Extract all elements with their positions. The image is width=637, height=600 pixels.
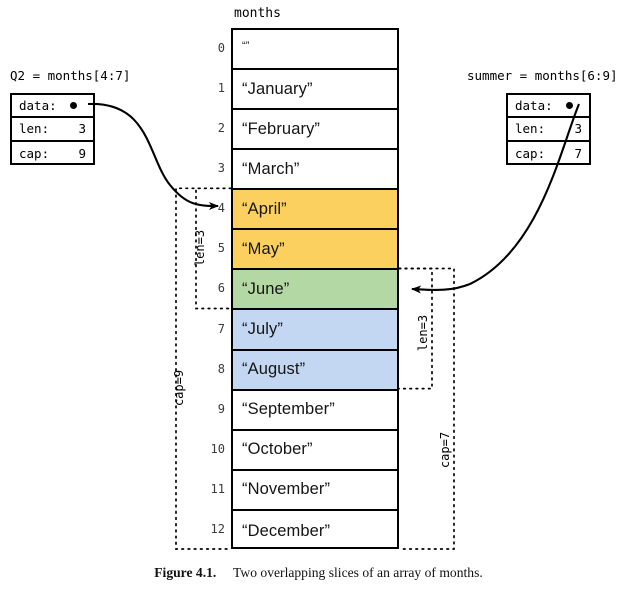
array-index-11: 11 xyxy=(210,481,225,496)
array-index-6: 6 xyxy=(217,281,225,296)
field-key: cap: xyxy=(19,145,50,161)
array-cell-1: “January” xyxy=(233,70,397,111)
array-cell-value: “December” xyxy=(242,521,331,540)
array-cell-value: “September” xyxy=(242,400,335,419)
field-key: cap: xyxy=(515,145,546,161)
summer-len-bracket-label: len=3 xyxy=(416,314,430,352)
array-cell-10: “October” xyxy=(233,431,397,471)
array-index-10: 10 xyxy=(210,441,225,456)
q2-cap-bracket-label: cap=9 xyxy=(172,369,186,407)
q2-struct-box: data: len: 3 cap: 9 xyxy=(10,93,95,165)
summer-field-len: len: 3 xyxy=(508,118,589,142)
figure-caption-text: Two overlapping slices of an array of mo… xyxy=(233,565,483,580)
array-cell-value: “February” xyxy=(242,119,321,138)
field-key: data: xyxy=(515,98,553,114)
array-cell-value: “March” xyxy=(242,159,300,178)
summer-cap-bracket-label: cap=7 xyxy=(438,431,452,469)
array-cell-11: “November” xyxy=(233,471,397,511)
array-index-8: 8 xyxy=(217,361,225,376)
summer-field-data: data: xyxy=(508,95,589,119)
array-index-7: 7 xyxy=(217,321,225,336)
array-index-column: 0 1 2 3 4 5 6 7 8 9 10 11 12 xyxy=(185,28,225,549)
summer-field-cap: cap: 7 xyxy=(508,142,589,165)
figure-caption: Figure 4.1. Two overlapping slices of an… xyxy=(0,565,637,581)
array-cell-value: “” xyxy=(242,39,250,52)
array-cell-value: “August” xyxy=(242,360,306,379)
array-cell-value: “May” xyxy=(242,240,285,259)
q2-field-cap: cap: 9 xyxy=(12,142,93,165)
q2-pointer-dot-icon xyxy=(70,102,77,110)
array-cell-value: “October” xyxy=(242,440,313,459)
array-index-4: 4 xyxy=(217,201,225,216)
array-index-0: 0 xyxy=(217,41,225,56)
field-key: len: xyxy=(19,121,50,137)
array-cell-value: “June” xyxy=(242,280,290,299)
array-index-1: 1 xyxy=(217,81,225,96)
q2-struct-title: Q2 = months[4:7] xyxy=(10,68,131,83)
array-index-9: 9 xyxy=(217,401,225,416)
field-value: 3 xyxy=(78,121,86,137)
array-cell-5: “May” xyxy=(233,230,397,271)
array-cell-value: “July” xyxy=(242,320,283,339)
summer-struct-title: summer = months[6:9] xyxy=(467,68,618,83)
summer-pointer-dot-icon xyxy=(566,102,573,110)
field-key: len: xyxy=(515,121,546,137)
array-index-12: 12 xyxy=(210,521,225,536)
array-cell-7: “July” xyxy=(233,310,397,351)
array-cell-0: “” xyxy=(233,30,397,71)
array-cell-value: “November” xyxy=(242,480,331,499)
q2-field-data: data: xyxy=(12,95,93,119)
field-value: 7 xyxy=(574,145,582,161)
field-key: data: xyxy=(19,98,57,114)
array-cell-value: “April” xyxy=(242,200,287,219)
array-cell-6: “June” xyxy=(233,270,397,311)
array-cell-value: “January” xyxy=(242,79,313,98)
array-title: months xyxy=(234,6,281,21)
array-cell-3: “March” xyxy=(233,150,397,191)
array-cell-4: “April” xyxy=(233,190,397,231)
months-array: “” “January” “February” “March” “April” “May”… xyxy=(231,28,399,549)
field-value: 9 xyxy=(78,145,86,161)
array-cell-9: “September” xyxy=(233,391,397,431)
q2-len-bracket-label: len=3 xyxy=(193,229,207,267)
array-index-2: 2 xyxy=(217,121,225,136)
array-cell-12: “December” xyxy=(233,511,397,551)
array-index-3: 3 xyxy=(217,161,225,176)
field-value: 3 xyxy=(574,121,582,137)
figure-caption-label: Figure 4.1. xyxy=(154,565,230,580)
array-cell-8: “August” xyxy=(233,350,397,391)
array-cell-2: “February” xyxy=(233,110,397,151)
q2-field-len: len: 3 xyxy=(12,118,93,142)
summer-struct-box: data: len: 3 cap: 7 xyxy=(506,93,591,165)
